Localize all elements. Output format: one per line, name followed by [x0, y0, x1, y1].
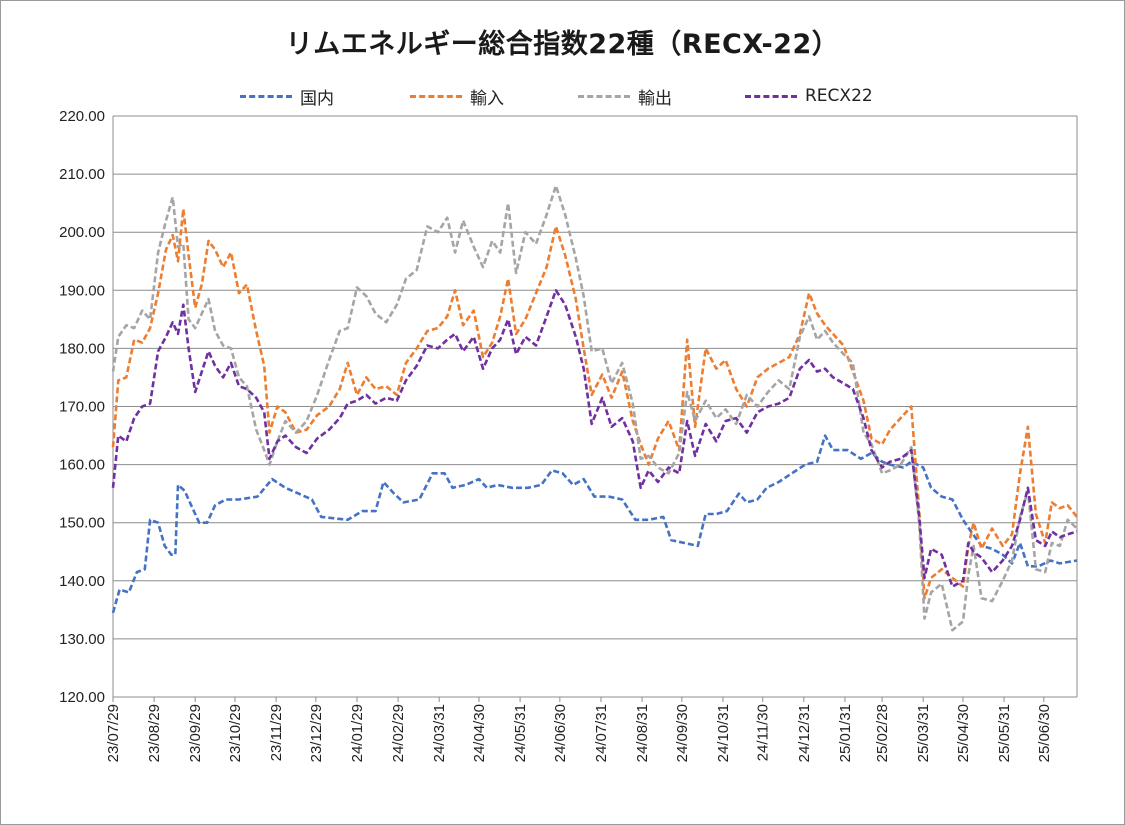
y-tick-label: 170.00 [59, 399, 105, 416]
x-tick-label: 25/06/30 [1036, 704, 1053, 762]
y-tick-label: 220.00 [59, 108, 105, 125]
legend-item-recx22: RECX22 [745, 84, 873, 108]
series-lines [111, 184, 1079, 632]
chart-title: リムエネルギー総合指数22種（RECX-22） [285, 29, 840, 60]
x-tick-label: 24/11/30 [755, 704, 772, 761]
x-tick-label: 24/01/29 [349, 704, 366, 762]
legend-item-import: 輸入 [410, 84, 504, 109]
x-tick-label: 23/07/29 [105, 704, 122, 762]
x-tick-label: 23/12/29 [308, 704, 325, 762]
legend-label-export: 輸出 [638, 88, 672, 109]
y-tick-label: 210.00 [59, 166, 105, 183]
x-tick-label: 24/05/31 [512, 704, 529, 762]
series-line-domestic [111, 434, 1078, 614]
x-tick-label: 24/12/31 [796, 704, 813, 762]
gridlines [112, 115, 1078, 698]
y-tick-label: 180.00 [59, 340, 105, 357]
x-tick-label: 24/04/30 [471, 704, 488, 762]
y-tick-label: 140.00 [59, 573, 105, 590]
series-line-export [111, 184, 1078, 632]
x-tick-label: 23/09/29 [187, 704, 204, 762]
series-line-import [111, 207, 1079, 600]
x-tick-label: 25/04/30 [955, 704, 972, 762]
x-tick-label: 24/08/31 [634, 704, 651, 762]
y-axis-ticks: 120.00 130.00 140.00 150.00 160.00 170.00 180.… [59, 108, 105, 706]
y-tick-label: 120.00 [59, 689, 105, 706]
x-tick-label: 25/01/31 [837, 704, 854, 762]
x-tick-label: 24/03/31 [431, 704, 448, 762]
series-line-recx22 [111, 288, 1078, 588]
x-tick-label: 24/02/29 [390, 704, 407, 762]
x-tick-label: 23/08/29 [146, 704, 163, 762]
y-tick-label: 150.00 [59, 515, 105, 532]
x-tick-label: 24/07/31 [593, 704, 610, 762]
y-tick-label: 200.00 [59, 224, 105, 241]
legend-label-import: 輸入 [470, 88, 504, 109]
legend-item-export: 輸出 [578, 84, 672, 109]
legend-item-domestic: 国内 [240, 84, 334, 109]
x-tick-label: 25/03/31 [915, 704, 932, 762]
legend-label-recx22: RECX22 [805, 86, 873, 106]
y-tick-label: 130.00 [59, 631, 105, 648]
x-axis-ticks: 23/07/29 23/08/29 23/09/29 23/10/29 23/11/29… [105, 697, 1053, 762]
legend: 国内 輸入 輸出 RECX22 [0, 84, 1125, 109]
legend-swatch-domestic [240, 94, 292, 98]
x-tick-label: 24/06/30 [552, 704, 569, 762]
legend-swatch-import [410, 94, 462, 98]
legend-swatch-recx22 [745, 94, 797, 98]
x-tick-label: 25/02/28 [874, 704, 891, 762]
legend-label-domestic: 国内 [300, 88, 334, 109]
y-tick-label: 190.00 [59, 282, 105, 299]
x-tick-label: 23/10/29 [227, 704, 244, 762]
x-tick-label: 23/11/29 [268, 704, 285, 761]
x-tick-label: 24/09/30 [674, 704, 691, 762]
x-tick-label: 25/05/31 [996, 704, 1013, 762]
legend-swatch-export [578, 94, 630, 98]
y-tick-label: 160.00 [59, 457, 105, 474]
x-tick-label: 24/10/31 [715, 704, 732, 762]
